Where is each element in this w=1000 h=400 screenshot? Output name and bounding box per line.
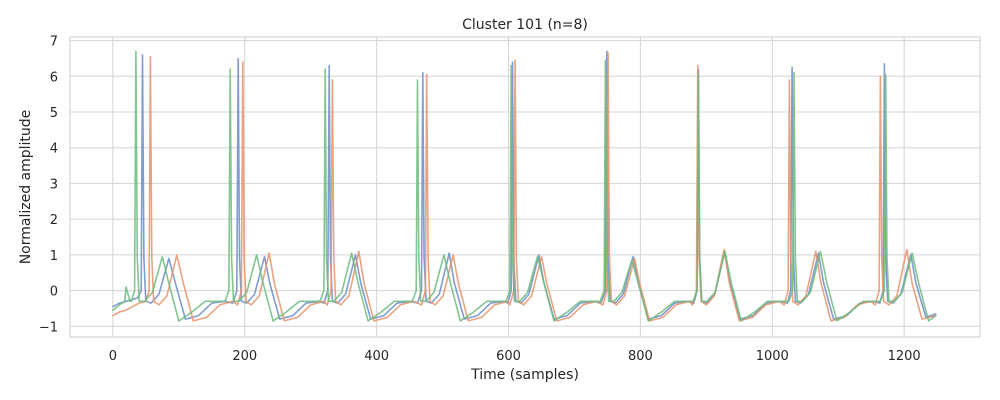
x-tick-label: 1000 (756, 349, 789, 364)
x-tick-label: 400 (364, 349, 389, 364)
y-tick-label: 0 (50, 285, 58, 300)
x-tick-label: 1200 (888, 349, 921, 364)
series-line-1 (112, 50, 937, 320)
x-tick-label: 800 (628, 349, 653, 364)
y-tick-label: −1 (39, 320, 58, 335)
y-tick-label: 7 (50, 35, 58, 50)
y-tick-label: 1 (50, 249, 58, 264)
grid (70, 37, 980, 337)
y-tick-label: 2 (50, 213, 58, 228)
y-tick-label: 6 (50, 70, 58, 85)
x-axis-label: Time (samples) (470, 367, 579, 383)
plot-frame (69, 36, 981, 338)
y-tick-label: 3 (50, 177, 58, 192)
chart-title: Cluster 101 (n=8) (462, 17, 588, 33)
y-tick-label: 4 (50, 142, 58, 157)
tick-labels: 0 200 400 600 800 1000 1200 −1 0 1 2 3 4 5 6 7 (39, 35, 921, 364)
y-axis-label: Normalized amplitude (18, 110, 34, 265)
x-tick-label: 600 (496, 349, 521, 364)
y-tick-label: 5 (50, 106, 58, 121)
x-tick-label: 200 (232, 349, 257, 364)
x-tick-label: 0 (109, 349, 117, 364)
series-group (112, 50, 937, 322)
series-line-2 (112, 52, 937, 322)
series-line-3 (112, 50, 937, 322)
